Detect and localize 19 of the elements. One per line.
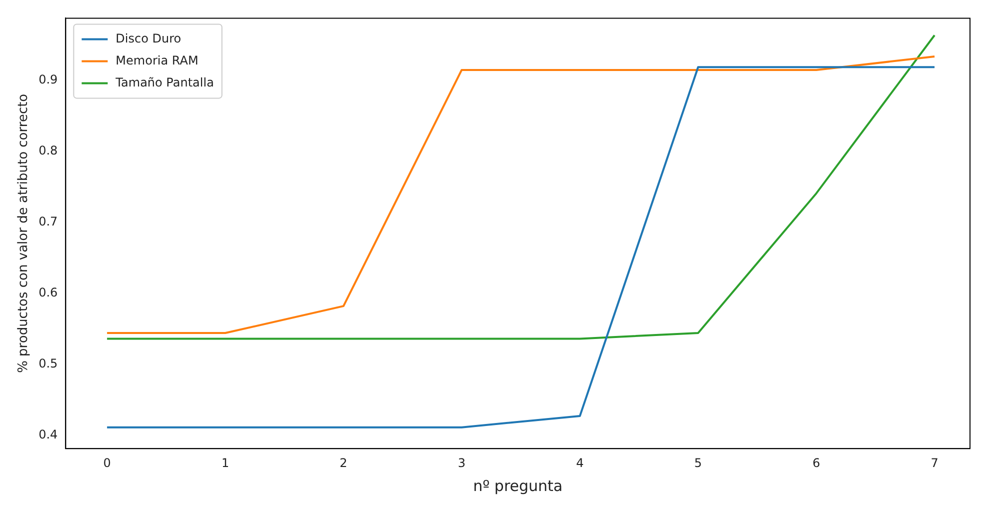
y-tick-label: 0.5 [38,356,58,370]
x-tick-label: 1 [221,456,230,470]
x-tick-label: 2 [340,456,348,470]
legend-label: Memoria RAM [116,53,198,68]
x-tick-label: 5 [694,456,702,470]
x-tick-label: 4 [576,456,584,470]
y-tick-label: 0.8 [38,144,58,158]
x-tick-label: 0 [103,456,111,470]
legend-label: Disco Duro [116,31,182,46]
x-tick-label: 6 [812,456,820,470]
y-axis-title: % productos con valor de atributo correcto [16,94,32,373]
y-tick-label: 0.4 [38,427,58,442]
legend-label: Tamaño Pantalla [114,75,214,90]
x-tick-label: 3 [458,456,466,470]
y-tick-label: 0.7 [38,214,58,229]
y-tick-label: 0.6 [38,285,58,300]
x-tick-label: 7 [930,456,938,470]
x-axis-title: nº pregunta [473,476,563,495]
y-tick-label: 0.9 [38,72,58,87]
